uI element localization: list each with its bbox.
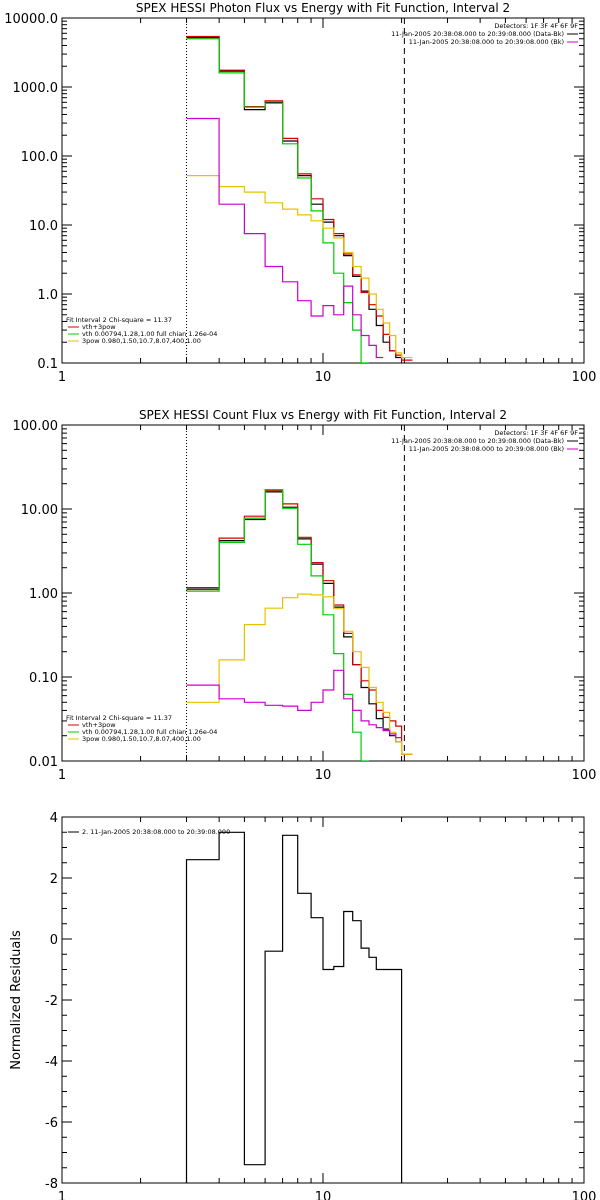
x-tick-label: 10 (315, 768, 332, 783)
series-3-histogram (186, 593, 413, 755)
series-2-histogram (186, 489, 369, 761)
y-tick-label: 1.00 (29, 587, 58, 602)
y-tick-label: -6 (45, 1116, 58, 1131)
y-tick-label: 0.1 (37, 357, 58, 372)
series-4-histogram (186, 117, 384, 359)
x-tick-label: 1 (58, 1190, 66, 1200)
series-0-histogram (185, 831, 403, 1183)
y-tick-label: 1.0 (37, 288, 58, 303)
y-tick-label: -2 (45, 994, 58, 1009)
count-flux-panel: SPEX HESSI Count Flux vs Energy with Fit… (13, 408, 597, 783)
y-tick-label: 0.01 (29, 755, 58, 770)
photon-flux-panel: SPEX HESSI Photon Flux vs Energy with Fi… (4, 1, 596, 385)
legend-left-item: vth+3pow (82, 323, 116, 331)
series-1-histogram (186, 35, 413, 361)
plot-frame (61, 816, 585, 1184)
x-tick-label: 100 (572, 370, 597, 385)
y-tick-label: 2 (50, 872, 58, 887)
x-tick-label: 10 (315, 1190, 332, 1200)
legend-right-item: 11-Jan-2005 20:38:08.000 to 20:39:08.000… (391, 437, 564, 445)
legend-right-item: 11-Jan-2005 20:38:08.000 to 20:39:08.000… (391, 30, 564, 38)
legend-left-item: vth+3pow (82, 721, 116, 729)
chart-title: SPEX HESSI Photon Flux vs Energy with Fi… (136, 1, 510, 15)
y-tick-label: 10.0 (29, 219, 58, 234)
series-0-histogram (186, 491, 402, 743)
x-tick-label: 100 (572, 768, 597, 783)
legend-right-item: Detectors: 1F 3F 4F 6F 9F (494, 22, 578, 30)
series-4-histogram (186, 669, 402, 739)
y-tick-label: 0 (50, 933, 58, 948)
y-tick-label: 10000.0 (4, 12, 58, 27)
series-1-histogram (186, 490, 413, 755)
y-tick-label: 1000.0 (13, 81, 59, 96)
y-tick-label: 4 (50, 811, 58, 826)
legend-left-item: vth 0.00794,1.28,1.00 full chian 1.26e-0… (82, 330, 217, 338)
x-tick-label: 1 (58, 370, 66, 385)
legend-right-item: 11-Jan-2005 20:38:08.000 to 20:39:08.000… (409, 38, 564, 46)
x-tick-label: 100 (572, 1190, 597, 1200)
legend-left-item: 3pow 0.980,1.50,10.7,8.07,400,1.00 (82, 337, 201, 345)
legend-left-item: vth 0.00794,1.28,1.00 full chian 1.26e-0… (82, 728, 217, 736)
y-tick-label: -4 (45, 1055, 58, 1070)
y-tick-label: 100.0 (21, 150, 58, 165)
legend-right-item: Detectors: 1F 3F 4F 6F 9F (494, 429, 578, 437)
series-3-histogram (186, 175, 413, 359)
y-axis-label: Normalized Residuals (9, 930, 24, 1070)
chart-title: SPEX HESSI Count Flux vs Energy with Fit… (139, 408, 507, 422)
legend-left-item: 3pow 0.980,1.50,10.7,8.07,400,1.00 (82, 735, 201, 743)
legend-left-item: 2. 11-Jan-2005 20:38:08.000 to 20:39:08.… (82, 828, 230, 836)
legend-left-item: Fit Interval 2 Chi-square = 11.37 (66, 316, 172, 324)
y-tick-label: 10.00 (21, 503, 58, 518)
y-tick-label: 100.00 (13, 419, 59, 434)
legend-right-item: 11-Jan-2005 20:38:08.000 to 20:39:08.000… (409, 445, 564, 453)
legend-left-item: Fit Interval 2 Chi-square = 11.37 (66, 714, 172, 722)
residuals-panel: Normalized Residuals 1 10 100 4 2 0 -2 -4 -6 -8 2. … (9, 811, 596, 1200)
y-tick-label: 0.10 (29, 671, 58, 686)
y-tick-label: -8 (45, 1177, 58, 1192)
x-tick-label: 10 (315, 370, 332, 385)
x-tick-label: 1 (58, 768, 66, 783)
